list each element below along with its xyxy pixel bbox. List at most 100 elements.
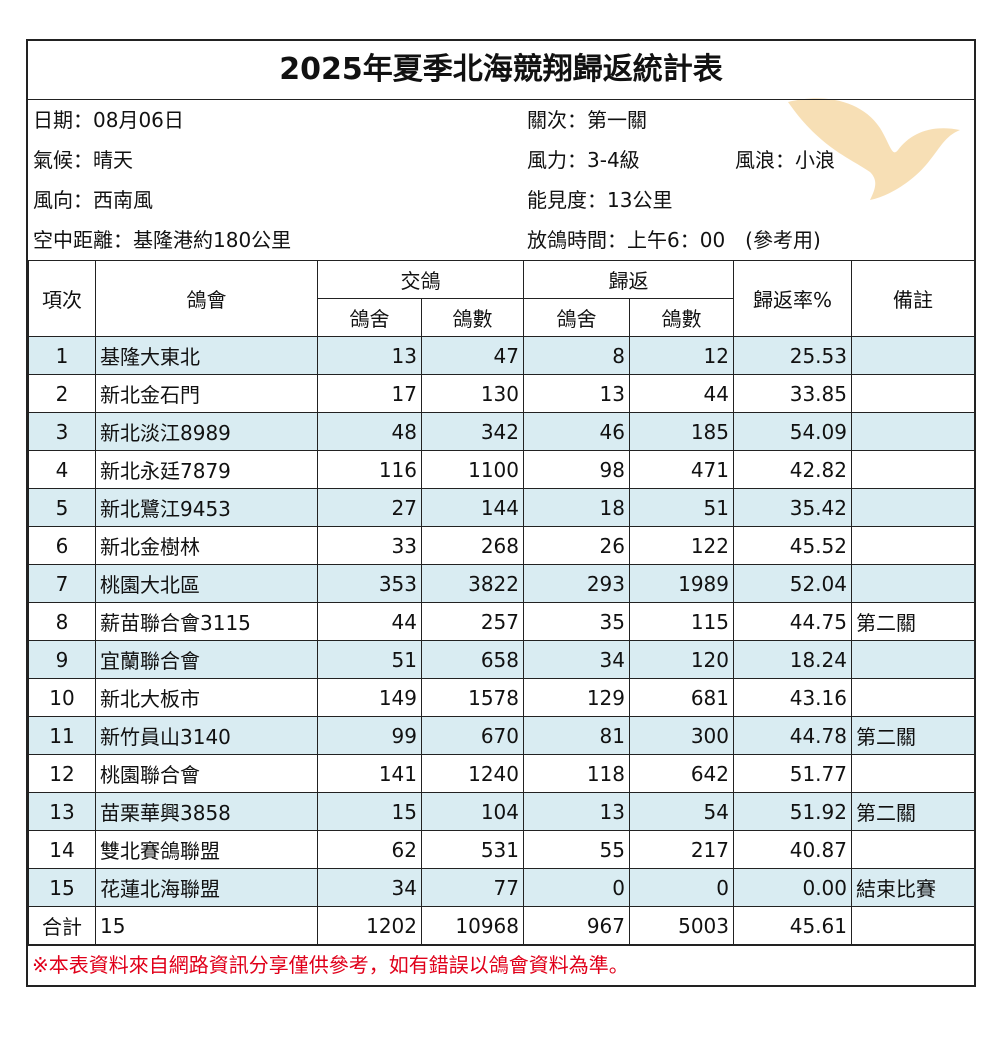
dove-logo — [788, 98, 960, 200]
data-row: 7 桃園大北區 353 3822 293 1989 52.04 — [28, 564, 975, 603]
cell: 44.78 — [733, 716, 852, 755]
cell — [851, 374, 975, 413]
cell: 桃園聯合會 — [95, 754, 318, 793]
data-row: 1 基隆大東北 13 47 8 12 25.53 — [28, 336, 975, 375]
cell: 42.82 — [733, 450, 852, 489]
cell: 0 — [629, 868, 734, 907]
cell: 34 — [317, 868, 422, 907]
info-item: 關次：第一關 — [527, 108, 647, 132]
cell — [851, 526, 975, 565]
cell: 26 — [523, 526, 630, 565]
cell: 13 — [317, 336, 422, 375]
cell: 144 — [421, 488, 524, 527]
cell: 115 — [629, 602, 734, 641]
cell: 33.85 — [733, 374, 852, 413]
data-row: 14 雙北賽鴿聯盟 62 531 55 217 40.87 — [28, 830, 975, 869]
cell: 353 — [317, 564, 422, 603]
cell: 0 — [523, 868, 630, 907]
cell: 129 — [523, 678, 630, 717]
data-row: 11 新竹員山3140 99 670 81 300 44.78 第二關 — [28, 716, 975, 755]
cell: 62 — [317, 830, 422, 869]
cell: 9 — [28, 640, 96, 679]
cell: 116 — [317, 450, 422, 489]
cell: 5 — [28, 488, 96, 527]
cell: 3 — [28, 412, 96, 451]
cell: 1989 — [629, 564, 734, 603]
cell: 10 — [28, 678, 96, 717]
cell: 新北鷺江9453 — [95, 488, 318, 527]
info-item: 風浪：小浪 — [735, 148, 835, 172]
cell — [851, 412, 975, 451]
cell: 44 — [629, 374, 734, 413]
cell: 新北金樹林 — [95, 526, 318, 565]
cell: 18 — [523, 488, 630, 527]
cell — [851, 640, 975, 679]
cell: 967 — [523, 906, 630, 945]
cell: 新北永廷7879 — [95, 450, 318, 489]
cell: 35.42 — [733, 488, 852, 527]
cell: 桃園大北區 — [95, 564, 318, 603]
info-item: 風向：西南風 — [33, 188, 153, 212]
cell: 1240 — [421, 754, 524, 793]
cell — [851, 754, 975, 793]
cell: 658 — [421, 640, 524, 679]
cell: 99 — [317, 716, 422, 755]
subheader-cell: 鴿舍 — [523, 298, 630, 337]
cell: 27 — [317, 488, 422, 527]
cell: 0.00 — [733, 868, 852, 907]
title: 2025年夏季北海競翔歸返統計表 — [28, 41, 974, 100]
data-row: 4 新北永廷7879 116 1100 98 471 42.82 — [28, 450, 975, 489]
cell: 52.04 — [733, 564, 852, 603]
cell — [851, 906, 975, 945]
cell: 122 — [629, 526, 734, 565]
cell: 51 — [629, 488, 734, 527]
cell: 45.52 — [733, 526, 852, 565]
subheader-row: 鴿舍 鴿數 鴿舍 鴿數 — [29, 298, 975, 337]
cell — [851, 450, 975, 489]
cell: 342 — [421, 412, 524, 451]
header-cell: 項次 — [28, 260, 96, 337]
cell: 141 — [317, 754, 422, 793]
cell: 結束比賽 — [851, 868, 975, 907]
cell: 51 — [317, 640, 422, 679]
header-cell: 交鴿 — [317, 260, 524, 299]
cell: 14 — [28, 830, 96, 869]
cell: 新竹員山3140 — [95, 716, 318, 755]
cell: 51.92 — [733, 792, 852, 831]
cell — [851, 336, 975, 375]
cell: 98 — [523, 450, 630, 489]
data-row: 13 苗栗華興3858 15 104 13 54 51.92 第二關 — [28, 792, 975, 831]
cell: 13 — [523, 374, 630, 413]
cell: 10968 — [421, 906, 524, 945]
cell: 531 — [421, 830, 524, 869]
cell: 13 — [28, 792, 96, 831]
cell: 81 — [523, 716, 630, 755]
cell: 104 — [421, 792, 524, 831]
cell: 11 — [28, 716, 96, 755]
data-row: 10 新北大板市 149 1578 129 681 43.16 — [28, 678, 975, 717]
cell: 293 — [523, 564, 630, 603]
cell: 新北大板市 — [95, 678, 318, 717]
header-cell: 歸返率% — [733, 260, 852, 337]
cell: 第二關 — [851, 602, 975, 641]
cell: 15 — [317, 792, 422, 831]
cell: 第二關 — [851, 792, 975, 831]
cell: 681 — [629, 678, 734, 717]
info-item: 能見度：13公里 — [527, 188, 673, 212]
cell: 基隆大東北 — [95, 336, 318, 375]
cell: 185 — [629, 412, 734, 451]
cell: 257 — [421, 602, 524, 641]
cell: 44 — [317, 602, 422, 641]
cell: 44.75 — [733, 602, 852, 641]
cell: 149 — [317, 678, 422, 717]
info-item: 風力：3-4級 — [527, 148, 640, 172]
cell: 47 — [421, 336, 524, 375]
cell: 1202 — [317, 906, 422, 945]
cell: 8 — [28, 602, 96, 641]
cell: 54 — [629, 792, 734, 831]
cell: 4 — [28, 450, 96, 489]
cell — [851, 830, 975, 869]
subheader-cell: 鴿數 — [421, 298, 524, 337]
cell: 40.87 — [733, 830, 852, 869]
